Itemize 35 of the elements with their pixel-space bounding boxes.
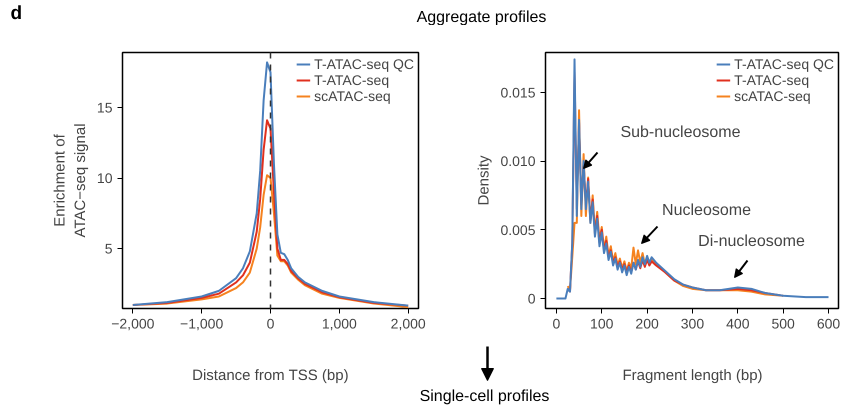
x-tick-label: 600 [816, 316, 840, 332]
annotation: Nucleosome [662, 202, 752, 219]
legend-label: T-ATAC-seq QC [734, 56, 834, 72]
y-tick-label: 15 [96, 100, 113, 116]
x-tick-label: 200 [635, 316, 659, 332]
x-tick-label: −2,000 [111, 316, 155, 332]
y-axis-title: Enrichment of ATAC−seq signal [52, 123, 89, 238]
x-tick-label: 2,000 [390, 316, 426, 332]
x-tick-label: 500 [771, 316, 796, 332]
text: Aggregate profiles [416, 9, 546, 26]
y-tick-label: 5 [104, 240, 113, 257]
y-axis-title: Density [475, 154, 492, 206]
annotation: Sub-nucleosome [620, 124, 741, 141]
x-axis-title: Fragment length (bp) [622, 367, 763, 384]
x-tick-label: 0 [266, 316, 275, 332]
x-tick-label: 100 [590, 316, 614, 332]
x-tick-label: 1,000 [322, 316, 358, 332]
x-axis-title: Distance from TSS (bp) [192, 367, 349, 384]
legend-label: T-ATAC-seq QC [314, 56, 414, 72]
text: Single-cell profiles [420, 388, 550, 405]
legend-label: T-ATAC-seq [314, 72, 390, 88]
y-tick-label: 0.005 [500, 222, 536, 238]
x-tick-label: 300 [680, 316, 704, 332]
annotation: Di-nucleosome [698, 233, 805, 250]
x-tick-label: −1,000 [180, 316, 224, 332]
x-tick-label: 400 [726, 316, 750, 332]
legend-label: scATAC-seq [734, 88, 811, 104]
y-tick-label: 0.015 [500, 84, 536, 100]
legend-label: scATAC-seq [314, 88, 391, 104]
text: d [10, 3, 22, 24]
y-tick-label: 10 [96, 170, 113, 186]
x-tick-label: 0 [552, 316, 560, 332]
y-tick-label: 0 [528, 290, 536, 306]
y-tick-label: 0.010 [500, 153, 536, 170]
legend-label: T-ATAC-seq [734, 72, 810, 88]
